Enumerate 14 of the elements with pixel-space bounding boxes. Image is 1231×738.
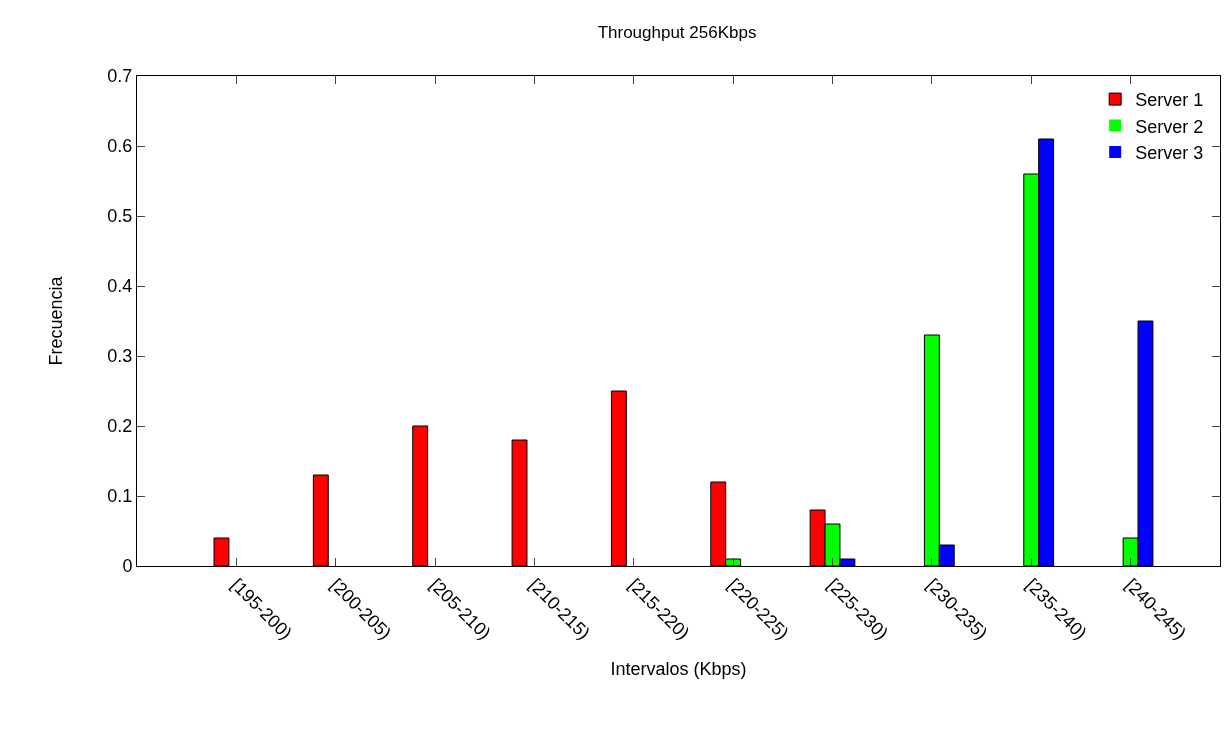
y-tick-label: 0.6: [107, 136, 133, 157]
y-tick-label: 0: [122, 556, 133, 577]
y-tick-label: 0.4: [107, 276, 133, 297]
legend-label: Server 3: [1135, 142, 1204, 163]
chart-title: Throughput 256Kbps: [597, 22, 757, 42]
y-axis-title: Frecuencia: [45, 275, 66, 366]
x-axis-title: Intervalos (Kbps): [610, 659, 747, 680]
y-tick-label: 0.7: [107, 66, 133, 87]
legend-label: Server 1: [1135, 90, 1204, 111]
y-tick-label: 0.3: [107, 346, 133, 367]
legend-label: Server 2: [1135, 116, 1204, 137]
y-tick-label: 0.2: [107, 416, 133, 437]
y-tick-label: 0.1: [107, 486, 133, 507]
y-tick-label: 0.5: [107, 206, 133, 227]
